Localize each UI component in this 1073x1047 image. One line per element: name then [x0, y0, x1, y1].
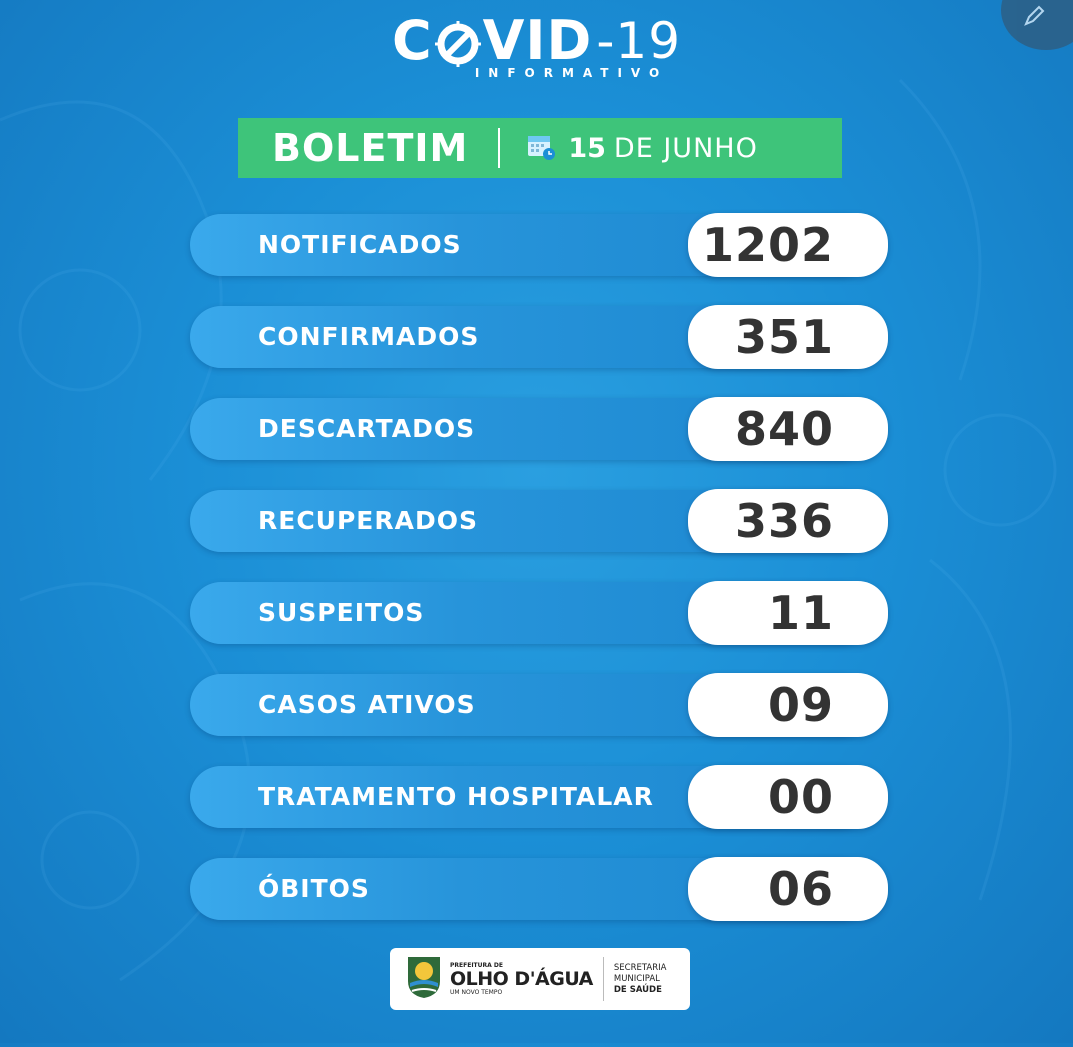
stat-label: NOTIFICADOS [258, 230, 462, 259]
stat-label: TRATAMENTO HOSPITALAR [258, 782, 654, 811]
virus-icon [434, 18, 481, 67]
stat-row: CASOS ATIVOS 09 [190, 673, 888, 737]
secretaria-line-1: SECRETARIA [613, 962, 667, 973]
city-emblem-icon [406, 955, 442, 1003]
stat-value: 11 [767, 586, 834, 640]
logo-subtitle: INFORMATIVO [474, 66, 669, 80]
stat-label: DESCARTADOS [258, 414, 476, 443]
footer-divider [602, 957, 604, 1001]
stat-value: 351 [734, 310, 834, 364]
stat-row: RECUPERADOS 336 [190, 489, 888, 553]
stat-value-pill: 351 [688, 305, 888, 369]
calendar-icon [526, 131, 556, 165]
logo-text-vid: VID [482, 9, 593, 72]
stat-value-pill: 1202 [688, 213, 888, 277]
stat-row: NOTIFICADOS 1202 [190, 213, 888, 277]
logo-number: -19 [596, 12, 682, 70]
city-name: OLHO D'ÁGUA [450, 968, 593, 990]
stat-label: SUSPEITOS [258, 598, 425, 627]
stat-label: ÓBITOS [258, 874, 370, 903]
stat-row: DESCARTADOS 840 [190, 397, 888, 461]
stat-value-pill: 00 [688, 765, 888, 829]
secretaria-line-3: DE SAÚDE [613, 984, 662, 995]
secretaria-block: SECRETARIA MUNICIPAL DE SAÚDE [614, 963, 667, 996]
stat-value: 09 [767, 678, 834, 732]
stat-label: CASOS ATIVOS [258, 690, 476, 719]
stat-label: RECUPERADOS [258, 506, 478, 535]
covid-logo: C VID -19 INFORMATIVO [0, 9, 1073, 81]
stat-row: SUSPEITOS 11 [190, 581, 888, 645]
stat-label: CONFIRMADOS [258, 322, 480, 351]
stat-value: 840 [734, 402, 834, 456]
bulletin-divider [498, 128, 501, 168]
city-motto: UM NOVO TEMPO [450, 989, 503, 996]
stat-value: 336 [734, 494, 834, 548]
bulletin-header: BOLETIM 15 DE JUNHO [238, 118, 842, 178]
bulletin-day: 15 [568, 132, 606, 164]
secretaria-line-2: MUNICIPAL [613, 973, 660, 984]
logo-text-c: C [391, 9, 433, 72]
stat-row: TRATAMENTO HOSPITALAR 00 [190, 765, 888, 829]
stat-value-pill: 09 [688, 673, 888, 737]
prefeitura-label: PREFEITURA DE [450, 962, 503, 969]
stat-value-pill: 336 [688, 489, 888, 553]
stat-value-pill: 06 [688, 857, 888, 921]
stat-row: ÓBITOS 06 [190, 857, 888, 921]
pencil-icon [1024, 5, 1045, 26]
prefeitura-block: PREFEITURA DE OLHO D'ÁGUA UM NOVO TEMPO [450, 962, 593, 996]
bulletin-month: DE JUNHO [613, 132, 758, 164]
stat-row: CONFIRMADOS 351 [190, 305, 888, 369]
bulletin-title: BOLETIM [272, 126, 469, 170]
stat-value: 1202 [701, 218, 834, 272]
footer-logo-card: PREFEITURA DE OLHO D'ÁGUA UM NOVO TEMPO … [390, 948, 690, 1010]
stat-value-pill: 840 [688, 397, 888, 461]
stat-value: 00 [767, 770, 834, 824]
stat-value-pill: 11 [688, 581, 888, 645]
stat-value: 06 [767, 862, 834, 916]
